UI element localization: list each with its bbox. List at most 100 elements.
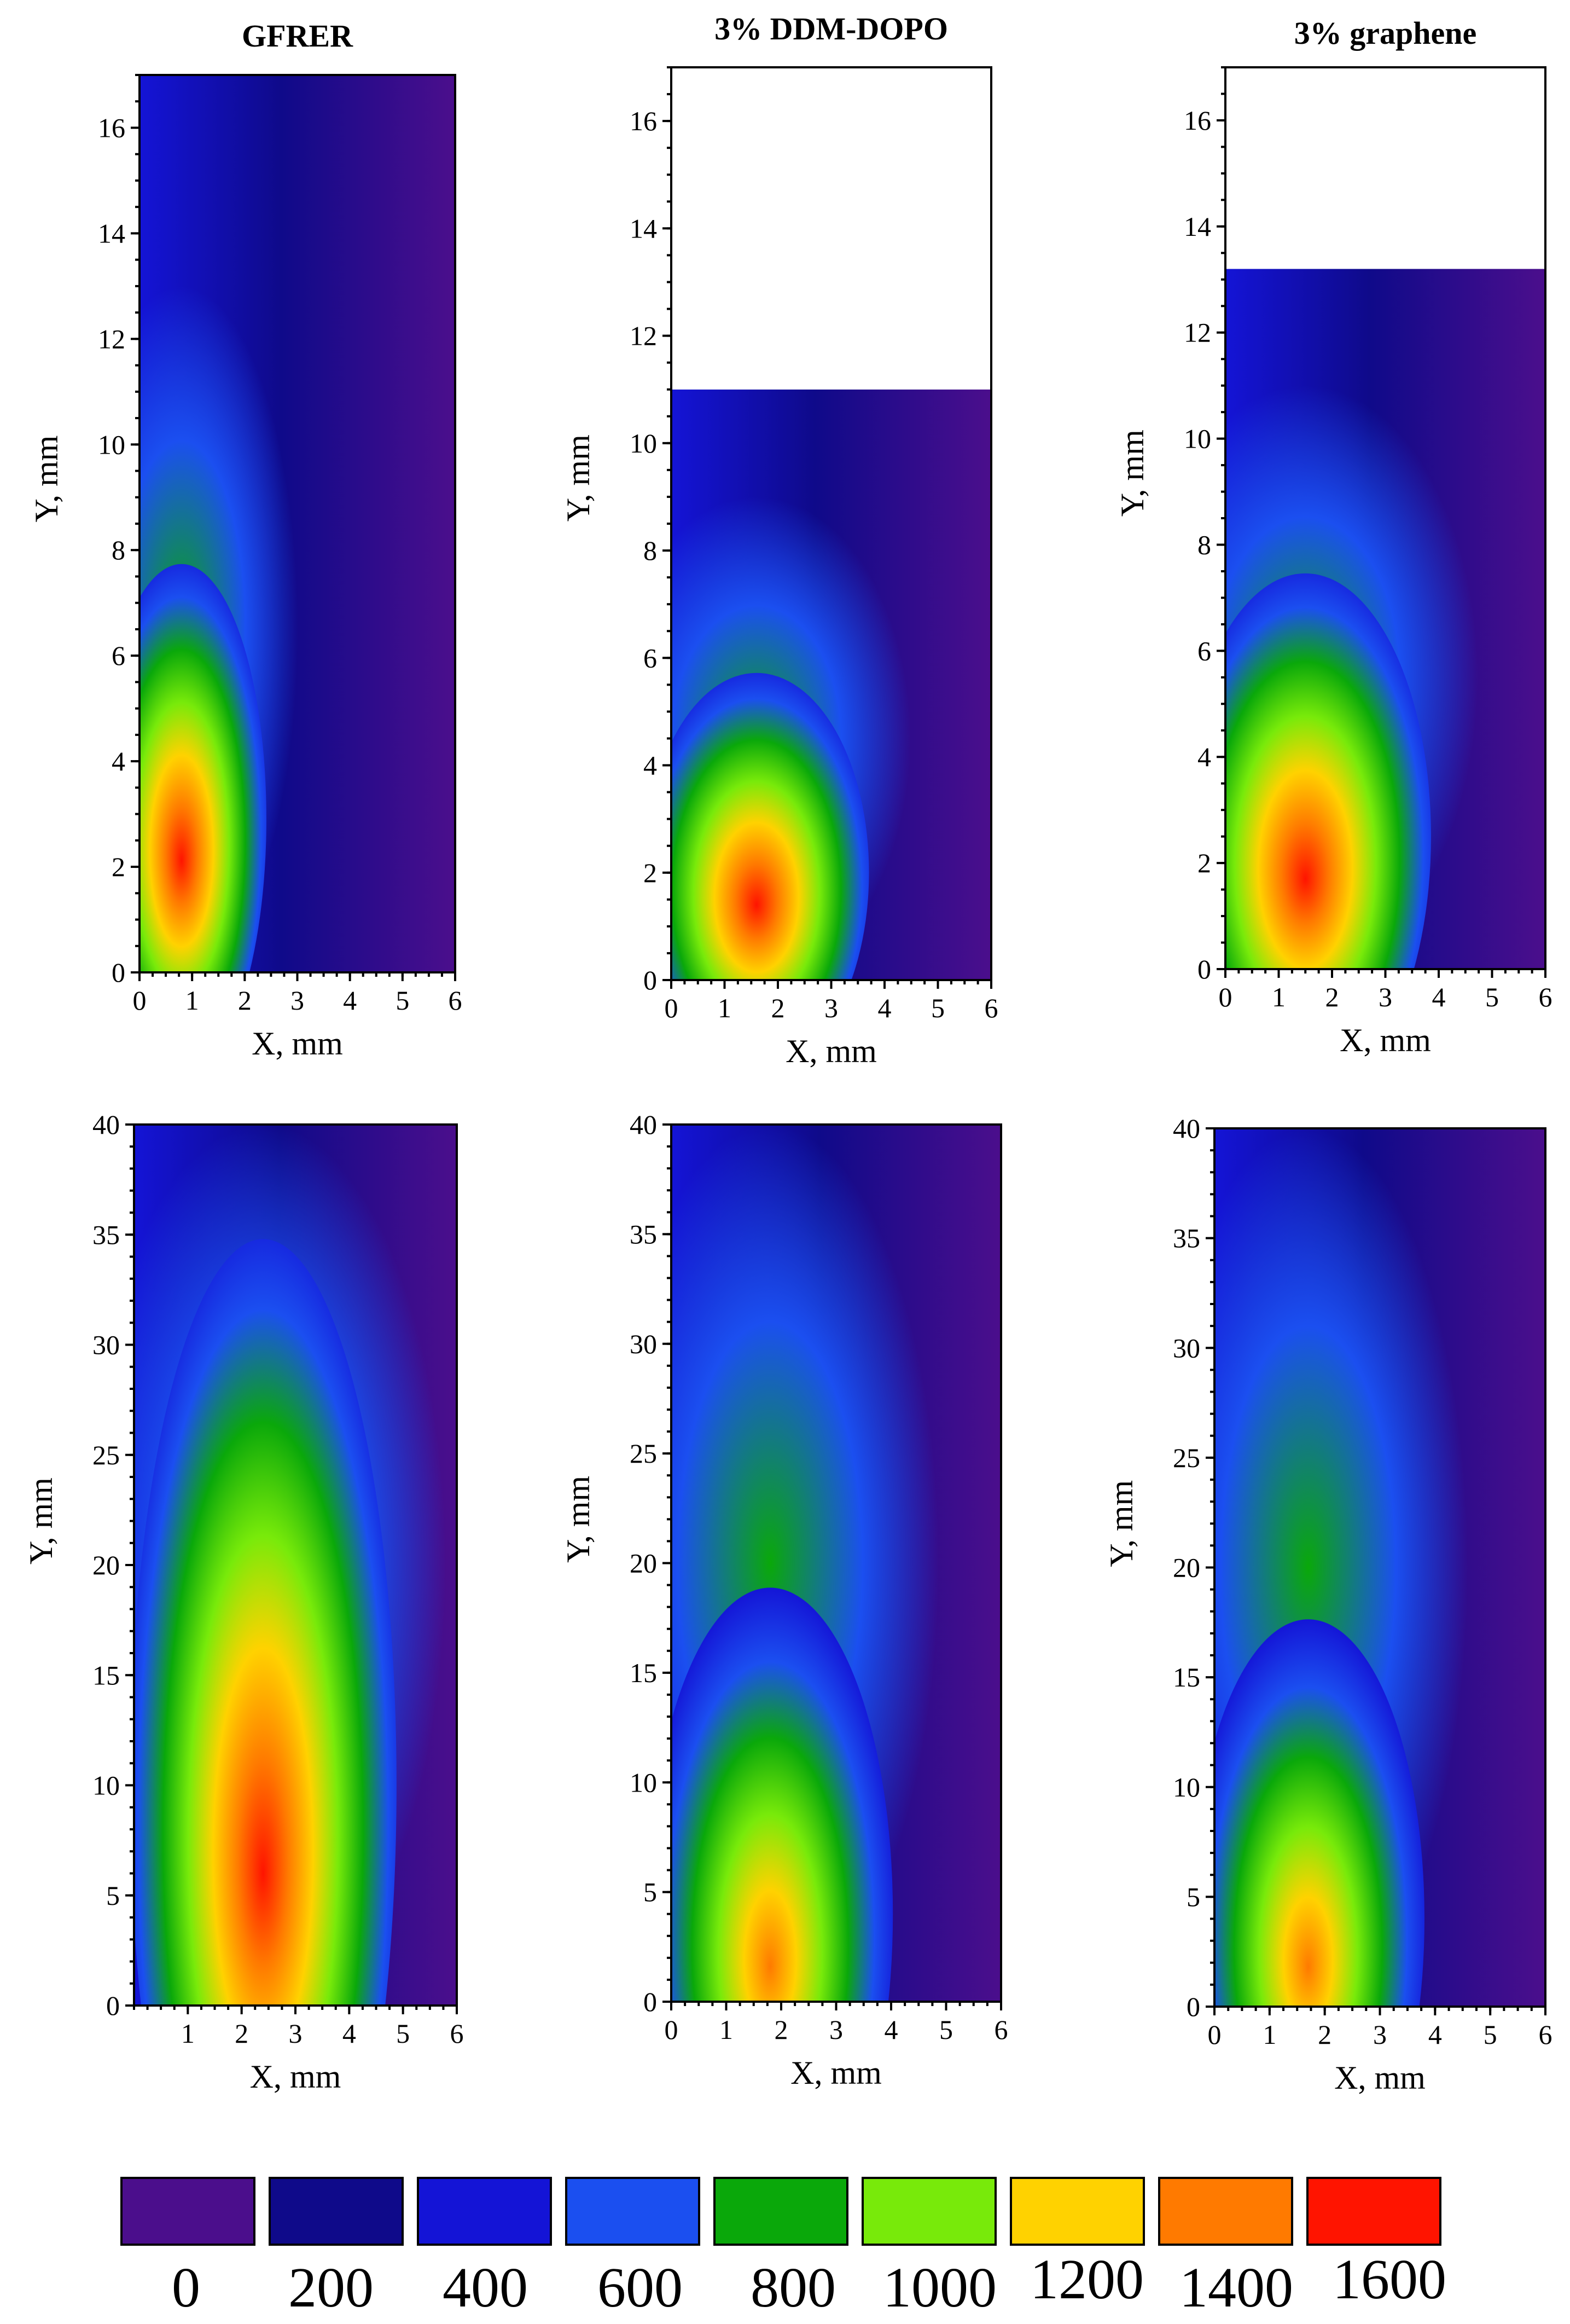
y-tick-label: 5 [106, 1880, 120, 1911]
colorbar-label: 1200 [1030, 2248, 1144, 2311]
y-tick-label: 10 [98, 429, 125, 460]
x-tick-label: 6 [1539, 2019, 1552, 2050]
colorbar: 0 200 400 600 800 1000 1200 1400 1600 [120, 2177, 1446, 2319]
panel-title: 3% DDM-DOPO [714, 11, 948, 47]
y-tick-label: 6 [643, 642, 657, 673]
x-tick-label: 0 [665, 2014, 678, 2045]
x-axis-label: X, mm [1334, 2060, 1426, 2096]
y-tick-label: 30 [630, 1329, 657, 1359]
y-tick-label: 14 [98, 218, 125, 248]
panel-6: 0 1 2 3 4 5 6 0 5 10 15 20 25 30 35 40 X, mm Y, mm [1103, 1113, 1552, 2096]
x-tick-label: 5 [939, 2014, 953, 2045]
x-axis-label: X, mm [252, 1025, 343, 1062]
x-tick-label: 5 [931, 993, 945, 1023]
contour-field [139, 75, 455, 972]
y-tick-label: 10 [92, 1770, 120, 1801]
x-tick-label: 4 [878, 993, 892, 1023]
y-tick-label: 15 [92, 1660, 120, 1690]
y-tick-label: 0 [106, 1990, 120, 2021]
y-tick-label: 0 [112, 957, 125, 988]
colorbar-swatch [1306, 2177, 1441, 2246]
flame-core [1225, 573, 1431, 969]
x-tick-label: 3 [1379, 982, 1392, 1012]
y-tick-label: 6 [1197, 635, 1211, 666]
y-axis-label: Y, mm [560, 1476, 596, 1563]
x-tick-label: 1 [718, 993, 731, 1023]
y-tick-label: 12 [98, 323, 125, 354]
x-tick-label: 3 [1373, 2019, 1387, 2050]
colorbar-swatch [269, 2177, 404, 2246]
y-tick-label: 12 [1184, 317, 1211, 348]
panel-title: GFRER [242, 18, 353, 54]
x-tick-label: 3 [289, 2018, 303, 2049]
y-tick-label: 2 [1197, 848, 1211, 878]
x-tick-label: 3 [290, 985, 304, 1016]
x-tick-label: 5 [1484, 2019, 1497, 2050]
x-tick-label: 2 [775, 2014, 788, 2045]
flame-core [671, 1587, 893, 2002]
y-tick-label: 25 [92, 1440, 120, 1470]
y-tick-label: 35 [92, 1219, 120, 1250]
y-tick-label: 15 [1173, 1662, 1200, 1693]
contour-field [134, 1125, 457, 2006]
y-tick-label: 14 [630, 213, 657, 244]
contour-field [1214, 1128, 1545, 2007]
y-tick-label: 0 [1187, 1991, 1200, 2022]
colorbar-label: 1600 [1333, 2248, 1446, 2311]
y-tick-label: 0 [643, 965, 657, 995]
x-tick-label: 0 [133, 985, 147, 1016]
y-tick-label: 35 [630, 1219, 657, 1249]
colorbar-swatch [120, 2177, 255, 2246]
y-axis-label: Y, mm [28, 436, 65, 523]
x-axis-label: X, mm [790, 2055, 882, 2091]
y-tick-label: 8 [112, 535, 125, 565]
flame-core [671, 673, 869, 980]
x-tick-label: 2 [771, 993, 785, 1023]
contour-field [671, 389, 991, 980]
y-tick-label: 8 [643, 535, 657, 566]
colorbar-label: 400 [443, 2256, 528, 2319]
panel-5: 0 1 2 3 4 5 6 0 5 10 15 20 25 30 35 40 X, mm Y, mm [560, 1109, 1008, 2091]
x-tick-label: 2 [1318, 2019, 1331, 2050]
y-tick-label: 15 [630, 1657, 657, 1688]
y-tick-label: 40 [630, 1109, 657, 1140]
x-tick-label: 3 [829, 2014, 843, 2045]
x-tick-label: 4 [342, 2018, 356, 2049]
contour-field [671, 1125, 1001, 2002]
colorbar-label: 600 [597, 2256, 683, 2319]
y-tick-label: 0 [643, 1986, 657, 2017]
contour-field [1225, 269, 1545, 969]
x-tick-label: 1 [1272, 982, 1286, 1012]
colorbar-swatch [713, 2177, 848, 2246]
panel-4: 1 2 3 4 5 6 0 5 10 15 20 25 30 35 40 X, mm Y, mm [23, 1109, 464, 2095]
x-tick-label: 0 [665, 993, 678, 1023]
x-tick-label: 6 [450, 2018, 464, 2049]
y-tick-label: 5 [643, 1877, 657, 1908]
colorbar-label: 1000 [883, 2256, 997, 2319]
y-tick-label: 20 [92, 1550, 120, 1580]
colorbar-swatch [862, 2177, 997, 2246]
x-tick-label: 1 [181, 2018, 195, 2049]
colorbar-label: 0 [172, 2256, 200, 2319]
y-tick-label: 2 [643, 857, 657, 888]
y-axis-label: Y, mm [1103, 1480, 1139, 1567]
y-tick-label: 10 [630, 1767, 657, 1798]
x-axis-label: X, mm [1340, 1022, 1431, 1058]
colorbar-swatch [565, 2177, 700, 2246]
x-axis-label: X, mm [250, 2059, 341, 2095]
y-tick-label: 10 [1173, 1772, 1200, 1803]
x-tick-label: 4 [343, 985, 357, 1016]
colorbar-swatch [1010, 2177, 1145, 2246]
y-tick-label: 16 [630, 106, 657, 136]
x-tick-label: 1 [719, 2014, 733, 2045]
x-axis-label: X, mm [786, 1033, 877, 1069]
x-tick-label: 1 [1263, 2019, 1276, 2050]
y-tick-label: 20 [1173, 1552, 1200, 1583]
x-tick-label: 2 [235, 2018, 248, 2049]
y-axis-label: Y, mm [23, 1477, 59, 1564]
colorbar-swatch [417, 2177, 552, 2246]
y-tick-label: 4 [1197, 741, 1211, 772]
x-tick-label: 5 [396, 985, 409, 1016]
